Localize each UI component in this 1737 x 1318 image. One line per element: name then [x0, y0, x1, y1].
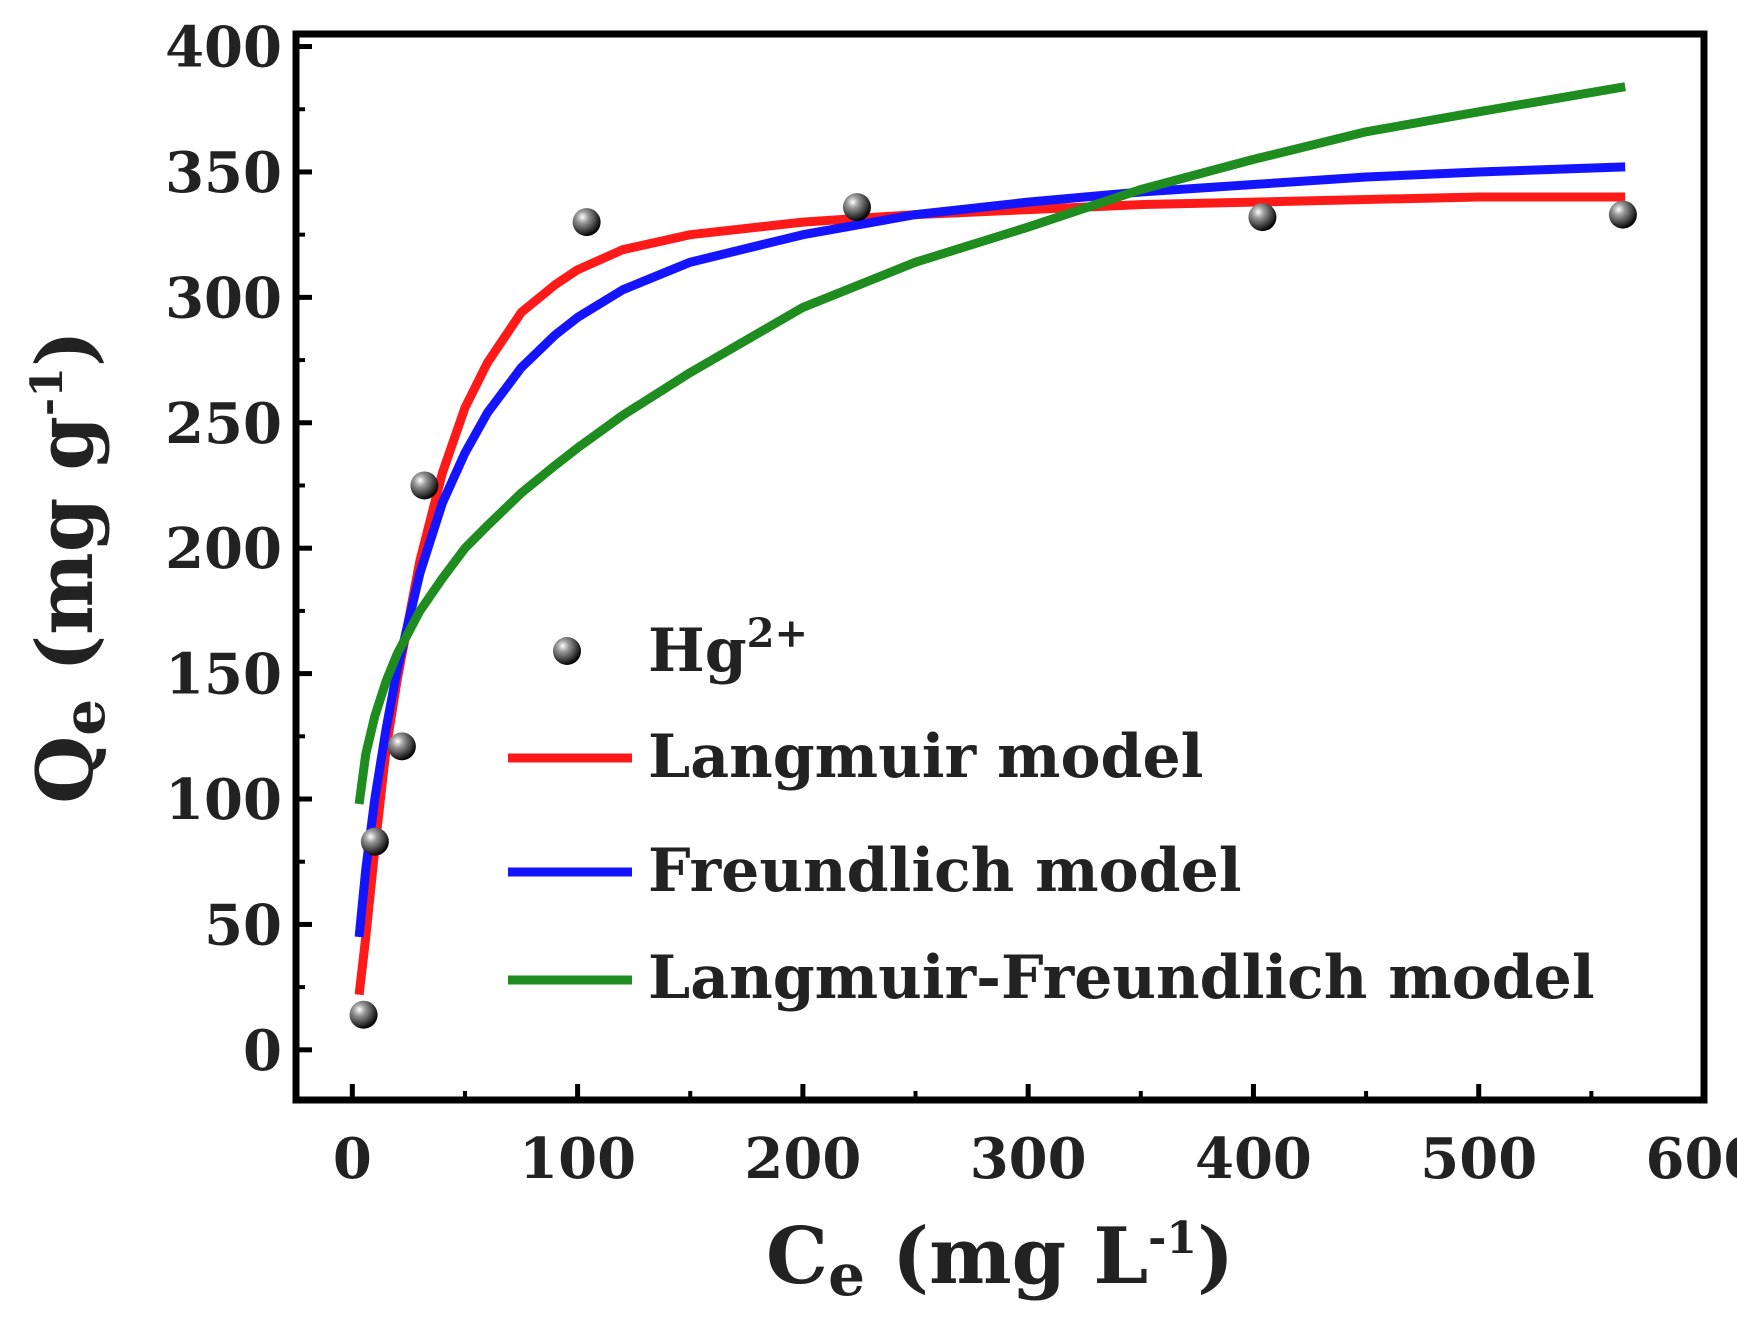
- legend-marker-hg: [553, 637, 581, 665]
- x-tick-label: 400: [1195, 1126, 1312, 1192]
- y-axis-title: Qe (mg g-1): [20, 330, 118, 803]
- x-axis-title: Ce (mg L-1): [766, 1211, 1234, 1309]
- x-tick-label: 200: [744, 1126, 861, 1192]
- legend: Hg2+ Langmuir model Freundlich model Lan…: [508, 610, 1595, 1013]
- plot-frame: [292, 30, 1708, 1104]
- legend-label-hg: Hg2+: [648, 610, 808, 686]
- axis-ticks: 0 100 200 300 400 500 600 0 50 100 150 200 250 300 350…: [165, 15, 1737, 1192]
- data-point: [349, 1000, 378, 1029]
- legend-label-langmuir-freundlich: Langmuir-Freundlich model: [648, 943, 1595, 1013]
- y-tick-label: 300: [165, 265, 282, 331]
- x-tick-label: 500: [1420, 1126, 1537, 1192]
- legend-item-points: Hg2+: [553, 610, 808, 686]
- legend-label-langmuir: Langmuir model: [648, 722, 1203, 792]
- x-tick-label: 600: [1646, 1126, 1737, 1192]
- legend-label-freundlich: Freundlich model: [648, 836, 1242, 906]
- y-axis-title-unit-sup: -1: [22, 367, 73, 416]
- y-tick-label: 350: [165, 140, 282, 206]
- legend-item-freundlich: Freundlich model: [508, 836, 1242, 906]
- x-tick-label: 300: [970, 1126, 1087, 1192]
- legend-label-hg-sup: 2+: [747, 610, 808, 657]
- freundlich-curve: [354, 162, 1626, 938]
- y-axis-title-unit-close: ): [20, 330, 111, 367]
- langmuir-freundlich-curve: [354, 82, 1626, 805]
- y-tick-label: 400: [165, 15, 282, 81]
- data-point: [410, 471, 439, 500]
- x-tick-label: 100: [519, 1126, 636, 1192]
- x-axis-title-unit: (mg L: [865, 1211, 1148, 1302]
- y-tick-label: 0: [243, 1018, 282, 1084]
- data-point: [360, 827, 389, 856]
- y-tick-label: 150: [165, 642, 282, 708]
- data-point: [842, 193, 871, 222]
- data-point: [572, 208, 601, 237]
- data-points: [349, 193, 1637, 1029]
- legend-item-langmuir: Langmuir model: [508, 722, 1203, 792]
- x-axis-title-unit-sup: -1: [1148, 1213, 1197, 1264]
- legend-label-hg-text: Hg: [648, 616, 747, 686]
- y-axis-title-main: Q: [20, 736, 111, 804]
- x-axis-title-main: C: [766, 1211, 828, 1302]
- x-axis-title-unit-close: ): [1197, 1211, 1234, 1302]
- x-axis-title-sub: e: [828, 1241, 865, 1309]
- y-tick-label: 100: [165, 767, 282, 833]
- y-axis-title-unit: (mg g: [20, 416, 111, 699]
- x-tick-label: 0: [333, 1126, 372, 1192]
- y-tick-label: 50: [204, 892, 282, 958]
- data-point: [387, 732, 416, 761]
- model-curves: [354, 82, 1626, 996]
- legend-item-langmuir-freundlich: Langmuir-Freundlich model: [508, 943, 1595, 1013]
- y-axis-title-sub: e: [50, 699, 118, 736]
- data-point: [1608, 200, 1637, 229]
- y-tick-label: 200: [165, 516, 282, 582]
- y-tick-label: 250: [165, 391, 282, 457]
- data-point: [1248, 203, 1277, 232]
